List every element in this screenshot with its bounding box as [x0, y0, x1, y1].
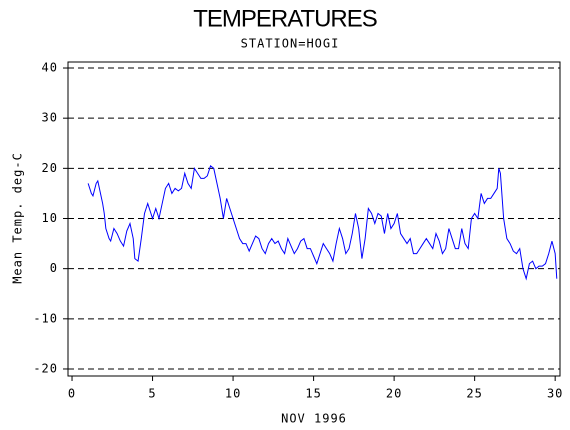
x-tick-label: 30	[547, 387, 563, 401]
y-tick-label: 0	[50, 261, 58, 275]
plot-frame	[67, 61, 561, 377]
y-tick-label: 20	[42, 161, 58, 175]
chart-subtitle: STATION=HOGI	[241, 37, 340, 51]
x-tick-label: 15	[305, 387, 321, 401]
y-tick-label: 40	[42, 61, 58, 75]
y-axis-label: Mean Temp. deg-C	[11, 152, 25, 284]
y-tick-label: -20	[33, 361, 58, 375]
chart-title: TEMPERATURES	[193, 5, 377, 32]
y-tick-label: 10	[42, 211, 58, 225]
x-tick-label: 0	[68, 387, 76, 401]
x-tick-label: 25	[466, 387, 482, 401]
x-tick-label: 10	[225, 387, 241, 401]
x-tick-label: 20	[386, 387, 402, 401]
x-tick-label: 5	[148, 387, 156, 401]
y-tick-label: -10	[33, 311, 58, 325]
x-axis-label: NOV 1996	[281, 412, 347, 426]
data-line	[87, 164, 558, 281]
y-tick-label: 30	[42, 111, 58, 125]
